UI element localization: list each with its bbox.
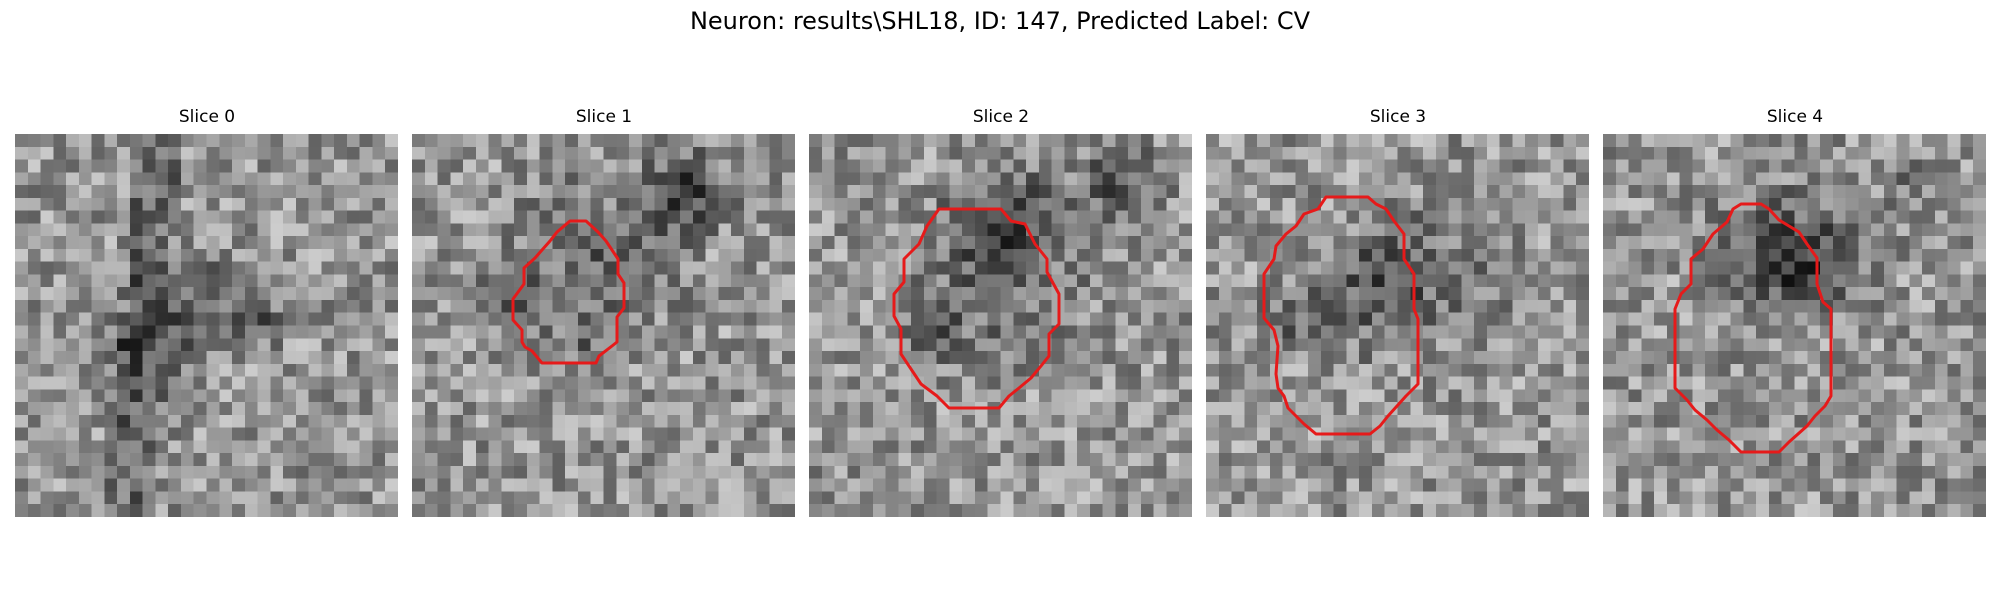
slice-title: Slice 1	[575, 107, 633, 127]
slice-panel-1: Slice 1	[412, 107, 796, 517]
roi-outline	[511, 219, 626, 365]
slice-title: Slice 0	[178, 107, 236, 127]
slice-pixels	[412, 134, 795, 517]
slice-panel-0: Slice 0	[15, 107, 399, 517]
slice-pixels	[15, 134, 398, 517]
slice-title: Slice 4	[1766, 107, 1824, 127]
roi-outline	[892, 207, 1061, 410]
slice-panel-3: Slice 3	[1206, 107, 1590, 517]
slice-image	[1206, 134, 1589, 517]
slice-image	[809, 134, 1192, 517]
figure-title: Neuron: results\SHL18, ID: 147, Predicte…	[689, 7, 1311, 35]
slice-pixels	[809, 134, 1192, 517]
slice-title: Slice 3	[1369, 107, 1427, 127]
slice-image	[412, 134, 795, 517]
slice-title: Slice 2	[972, 107, 1030, 127]
slice-image	[1603, 134, 1986, 517]
roi-outline	[1262, 195, 1420, 436]
roi-outline	[1673, 202, 1833, 454]
slice-image	[15, 134, 398, 517]
slice-pixels	[1603, 134, 1986, 517]
slice-panel-2: Slice 2	[809, 107, 1193, 517]
slice-panel-4: Slice 4	[1603, 107, 1987, 517]
